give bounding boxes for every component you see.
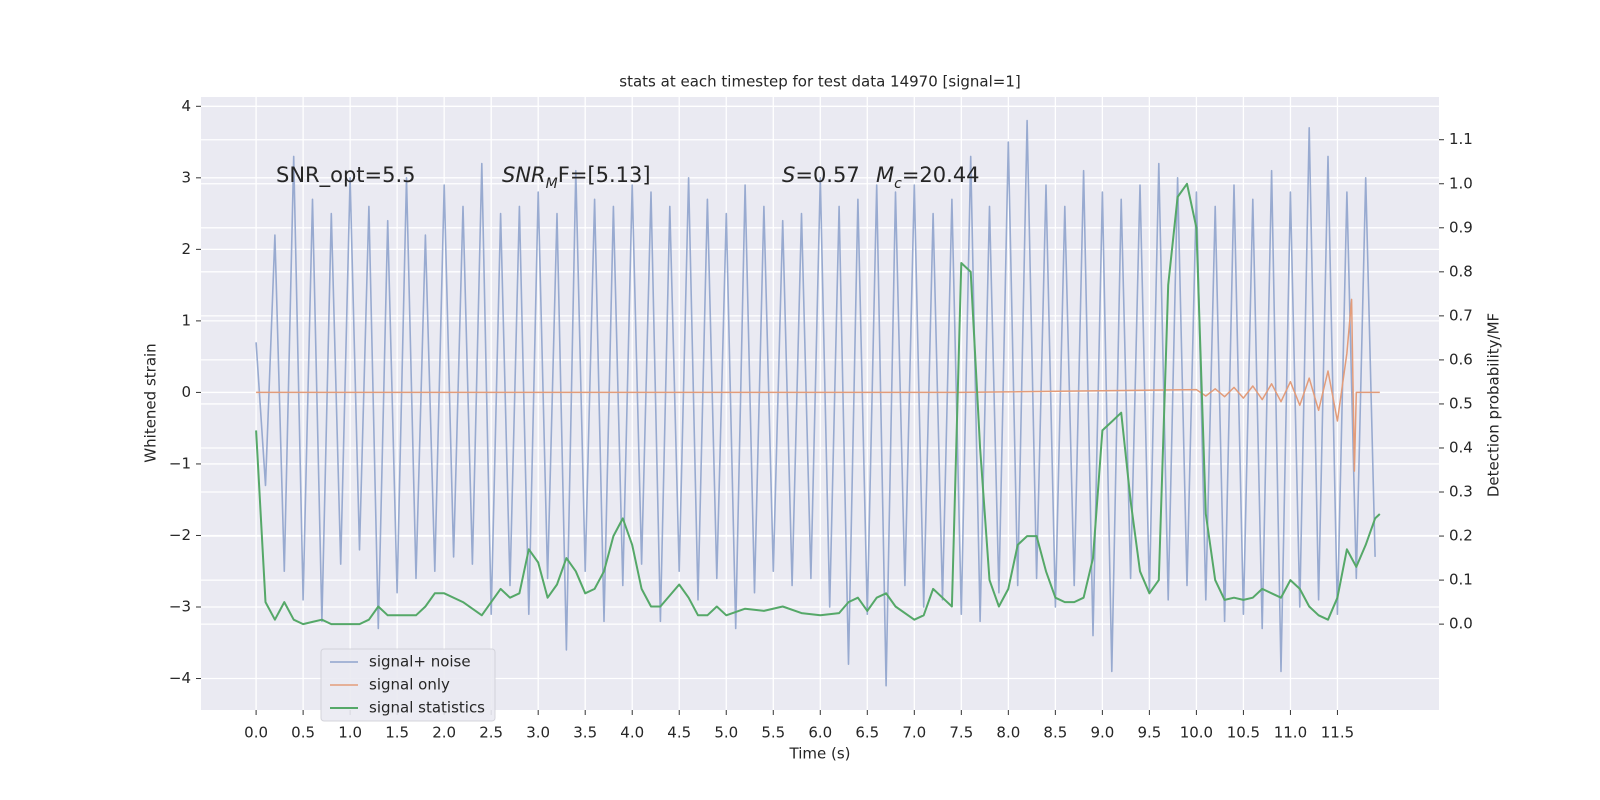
x-tick-label: 10.0 [1180, 724, 1213, 742]
y2-tick-label: 0.3 [1449, 483, 1473, 501]
x-tick-label: 9.0 [1090, 724, 1114, 742]
y-tick-label: −2 [169, 526, 191, 544]
annotation-part: F=[5.13] [558, 163, 651, 187]
x-tick-label: 5.0 [714, 724, 738, 742]
annotation: S=0.57 [782, 163, 860, 187]
chart-title: stats at each timestep for test data 149… [619, 73, 1020, 91]
y-tick-label: −3 [169, 597, 191, 615]
x-tick-label: 2.5 [479, 724, 503, 742]
x-tick-label: 6.0 [808, 724, 832, 742]
y2-tick-label: 0.9 [1449, 218, 1473, 236]
y2-tick-label: 0.4 [1449, 438, 1473, 456]
annotation-part: =20.44 [902, 163, 980, 187]
x-tick-label: 10.5 [1227, 724, 1260, 742]
y-tick-label: −1 [169, 454, 191, 472]
x-tick-label: 4.5 [667, 724, 691, 742]
legend-label: signal statistics [369, 699, 485, 717]
y-tick-label: 0 [181, 383, 191, 401]
x-tick-label: 0.5 [291, 724, 315, 742]
x-tick-label: 7.0 [902, 724, 926, 742]
annotation-part: SNR [502, 163, 546, 187]
annotation-part: =0.57 [795, 163, 859, 187]
x-tick-label: 6.5 [855, 724, 879, 742]
legend-label: signal only [369, 676, 450, 694]
y2-tick-label: 1.0 [1449, 174, 1473, 192]
y2-tick-label: 0.0 [1449, 615, 1473, 633]
x-tick-label: 1.5 [385, 724, 409, 742]
x-tick-label: 11.0 [1274, 724, 1307, 742]
x-tick-label: 0.0 [244, 724, 268, 742]
legend-label: signal+ noise [369, 653, 471, 671]
y2-tick-label: 0.7 [1449, 306, 1473, 324]
annotation-part: M [546, 176, 558, 192]
x-axis-label: Time (s) [789, 745, 851, 763]
annotation: SNRMF=[5.13] [502, 163, 651, 192]
series-line [256, 298, 1380, 472]
x-tick-label: 3.0 [526, 724, 550, 742]
y2-tick-label: 1.1 [1449, 130, 1473, 148]
y-axis-label: Whitened strain [142, 343, 160, 462]
x-tick-label: 4.0 [620, 724, 644, 742]
annotation-part: SNR_opt=5.5 [276, 163, 416, 188]
x-tick-label: 8.5 [1043, 724, 1067, 742]
x-tick-label: 8.0 [996, 724, 1020, 742]
y2-tick-label: 0.6 [1449, 350, 1473, 368]
y-tick-label: 1 [181, 311, 191, 329]
y-tick-label: 4 [181, 97, 191, 115]
legend-box [320, 648, 496, 722]
y2-tick-label: 0.1 [1449, 571, 1473, 589]
series-line [255, 182, 1381, 626]
y2-axis-label: Detection probability/MF [1485, 313, 1503, 497]
y-tick-label: 3 [181, 168, 191, 186]
x-tick-label: 3.5 [573, 724, 597, 742]
y-tick-label: 2 [181, 240, 191, 258]
x-tick-label: 7.5 [949, 724, 973, 742]
annotation: SNR_opt=5.5 [276, 163, 416, 188]
y2-tick-label: 0.8 [1449, 262, 1473, 280]
x-tick-label: 9.5 [1137, 724, 1161, 742]
annotation-part: c [894, 176, 902, 192]
annotation: Mc=20.44 [876, 163, 980, 192]
annotation-part: M [876, 163, 894, 187]
x-tick-label: 1.0 [338, 724, 362, 742]
y2-tick-label: 0.5 [1449, 394, 1473, 412]
x-tick-label: 11.5 [1321, 724, 1354, 742]
y-tick-label: −4 [169, 669, 191, 687]
y2-tick-label: 0.2 [1449, 527, 1473, 545]
series-line [255, 119, 1376, 687]
x-tick-label: 5.5 [761, 724, 785, 742]
annotation-part: S [782, 163, 795, 187]
x-tick-label: 2.0 [432, 724, 456, 742]
